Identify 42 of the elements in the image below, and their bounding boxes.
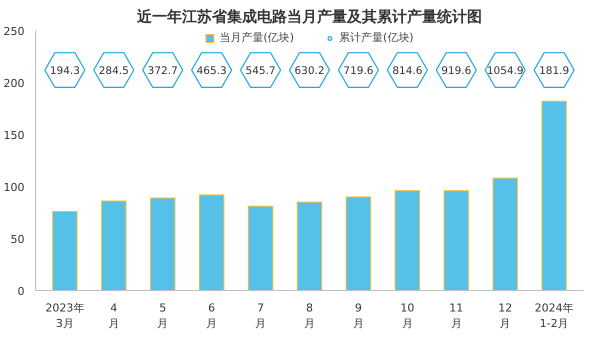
bar bbox=[101, 200, 127, 290]
bar bbox=[150, 197, 176, 290]
legend-label: 累计产量(亿块) bbox=[339, 30, 414, 45]
text: 1054.9 bbox=[486, 65, 524, 78]
bar bbox=[492, 178, 518, 290]
x-tick-label: 10月 bbox=[400, 302, 414, 330]
y-tick-label: 100 bbox=[4, 181, 25, 194]
y-tick-label: 200 bbox=[4, 77, 25, 90]
legend-label: 当月产量(亿块) bbox=[219, 30, 294, 45]
text: 372.7 bbox=[148, 65, 178, 78]
y-tick-label: 50 bbox=[10, 233, 25, 246]
x-tick-label: 4月 bbox=[108, 302, 120, 330]
x-tick-label: 2023年3月 bbox=[45, 302, 84, 330]
x-tick-label: 2024年1-2月 bbox=[534, 302, 574, 330]
bar bbox=[346, 196, 372, 290]
bar bbox=[198, 194, 224, 290]
text: 545.7 bbox=[246, 65, 276, 78]
x-tick-label: 12月 bbox=[498, 302, 512, 330]
x-tick-label: 7月 bbox=[255, 302, 266, 330]
text: 465.3 bbox=[196, 65, 227, 78]
chart-title: 近一年江苏省集成电路当月产量及其累计产量统计图 bbox=[136, 8, 482, 26]
x-tick-label: 11月 bbox=[449, 302, 464, 330]
text: 814.6 bbox=[392, 65, 422, 78]
text: 194.3 bbox=[50, 65, 80, 78]
y-tick-label: 250 bbox=[4, 25, 25, 38]
text: 630.2 bbox=[294, 65, 325, 78]
text: 919.6 bbox=[441, 65, 472, 78]
bar bbox=[394, 190, 420, 290]
x-tick-label: 5月 bbox=[157, 302, 168, 330]
y-tick-label: 0 bbox=[18, 285, 24, 298]
bar bbox=[248, 206, 274, 290]
text: 284.5 bbox=[98, 65, 129, 78]
y-tick-label: 150 bbox=[4, 129, 25, 142]
x-tick-label: 8月 bbox=[304, 302, 315, 330]
bar bbox=[296, 202, 322, 290]
bar bbox=[541, 100, 567, 290]
x-tick-label: 6月 bbox=[206, 302, 218, 330]
text: 181.9 bbox=[539, 65, 570, 78]
x-tick-label: 9月 bbox=[352, 302, 364, 330]
bar bbox=[444, 190, 470, 290]
text: 719.6 bbox=[343, 65, 374, 78]
bar bbox=[52, 210, 78, 290]
